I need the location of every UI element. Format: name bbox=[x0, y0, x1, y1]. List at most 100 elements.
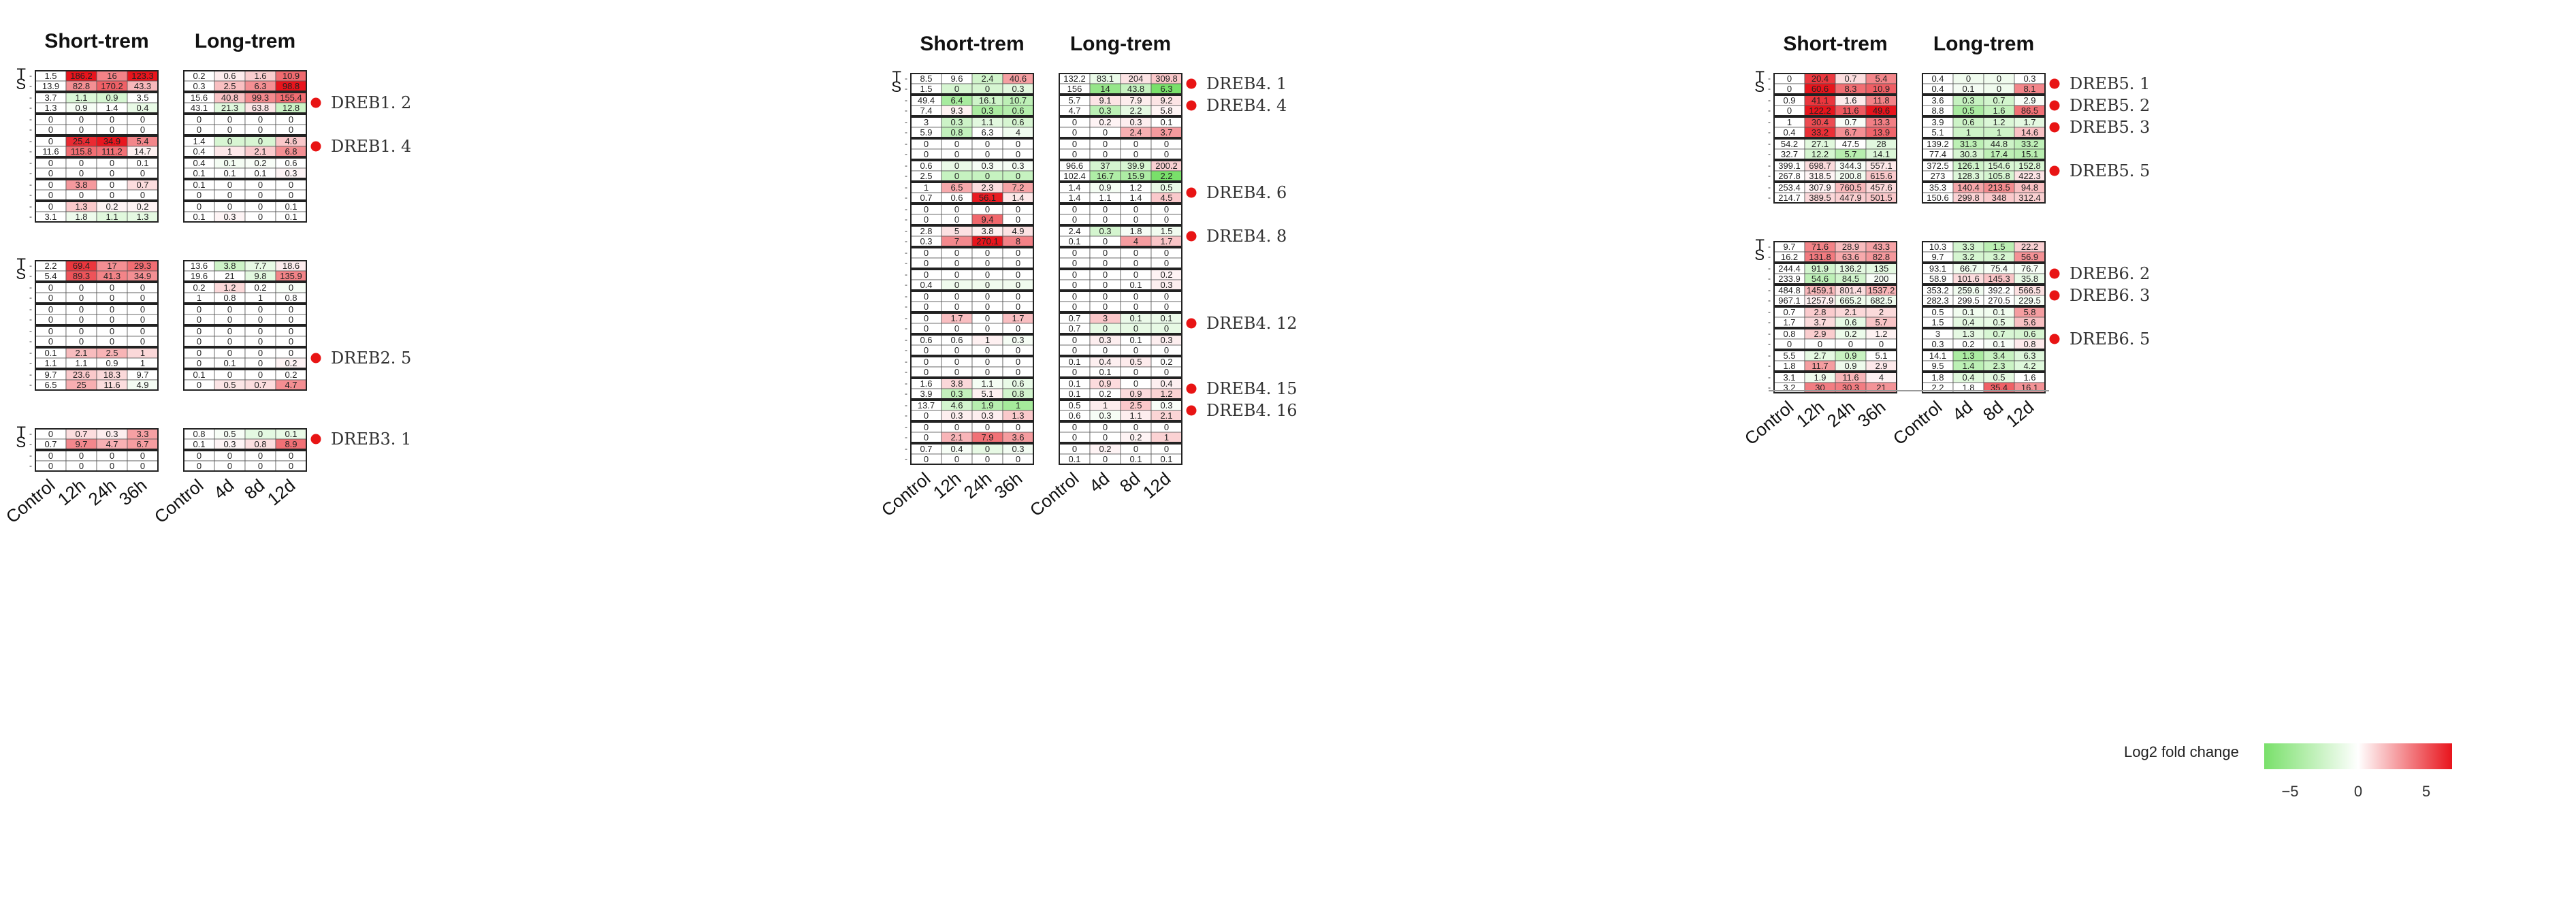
cell-value: 1.1 bbox=[1129, 410, 1142, 421]
row-tick: - bbox=[29, 271, 32, 280]
group-border bbox=[1773, 306, 1897, 328]
cell-value: 801.4 bbox=[1839, 285, 1862, 295]
cell-value: 3.7 bbox=[44, 93, 57, 103]
row-tick: - bbox=[905, 302, 907, 311]
cell-value: 0.4 bbox=[1099, 357, 1111, 367]
cell-value: 1.6 bbox=[1844, 95, 1856, 106]
cell-value: 0 bbox=[289, 348, 293, 358]
cell-value: 4.6 bbox=[285, 136, 297, 146]
cell-value: 43.3 bbox=[134, 81, 151, 91]
cell-value: 1.6 bbox=[1993, 106, 2005, 116]
group-border bbox=[35, 428, 159, 450]
cell-value: 0 bbox=[227, 190, 232, 200]
cell-value: 0 bbox=[1072, 139, 1077, 149]
cell-value: 0 bbox=[79, 282, 84, 293]
cell-value: 0 bbox=[985, 357, 990, 367]
cell-value: 760.5 bbox=[1839, 182, 1862, 193]
row-tick: - bbox=[905, 400, 907, 410]
cell-value: 0 bbox=[1016, 323, 1020, 334]
group-border bbox=[910, 356, 1034, 378]
cell-value: 0 bbox=[1103, 149, 1108, 159]
group-border bbox=[183, 369, 307, 391]
group-border bbox=[910, 269, 1034, 291]
cell-value: 12.8 bbox=[283, 103, 300, 113]
gene-group: -0.7 0.4 0 0.3 0 0.2 0 0- 0 0 0 0 0.1 0 0.1 0.1 bbox=[905, 443, 1182, 465]
cell-value: 123.3 bbox=[131, 71, 154, 81]
cell-value: 0 bbox=[924, 302, 929, 312]
gene-group: -0 0 0 0 0.1 0.4 0.5 0.2- 0 0 0 0 0 0.1 0 0 bbox=[905, 356, 1182, 378]
cell-value: 0 bbox=[985, 367, 990, 377]
row-tick: - bbox=[29, 293, 32, 302]
cell-value: 0 bbox=[985, 139, 990, 149]
cell-value: 0.3 bbox=[950, 389, 963, 399]
row-tick: - bbox=[1768, 339, 1771, 349]
cell-value: 0.8 bbox=[1783, 329, 1795, 339]
cell-value: 0 bbox=[48, 304, 53, 314]
cell-value: 0 bbox=[1133, 258, 1138, 268]
row-tick: - bbox=[29, 212, 32, 221]
gene-group: -0 0 0 0 0 0 0 0- 0 0 0 0 0 0 0 0 bbox=[905, 247, 1182, 269]
gene-group: -0 0 0 0.1 0.4 0.1 0.2 0.6- 0 0 0 0 0.1 0.1 0.1 0.3 bbox=[29, 157, 307, 179]
cell-value: 1.3 bbox=[44, 103, 57, 113]
cell-value: 0 bbox=[110, 114, 114, 125]
cell-value: 0 bbox=[985, 204, 990, 214]
cell-value: 0 bbox=[48, 429, 53, 439]
cell-value: 13.7 bbox=[918, 400, 935, 410]
cell-value: 0 bbox=[289, 326, 293, 336]
cell-value: 2.8 bbox=[920, 226, 932, 236]
cell-value: 0.1 bbox=[285, 429, 297, 439]
cell-value: 82.8 bbox=[73, 81, 90, 91]
group-border bbox=[183, 325, 307, 347]
cell-value: 1 bbox=[258, 293, 263, 303]
gene-group: -0 0 0 0 0 0 0 0- 0 0 9.4 0 0 0 0 0 bbox=[905, 204, 1182, 225]
cell-value: 0 bbox=[1072, 432, 1077, 442]
cell-value: 0 bbox=[1103, 302, 1108, 312]
gene-group: -0.6 0.6 1 0.3 0 0.3 0.1 0.3- 0 0 0 0 0 0 0 0 bbox=[905, 334, 1182, 356]
cell-value: 1 bbox=[924, 182, 929, 193]
cell-value: 0.8 bbox=[1012, 389, 1024, 399]
group-border bbox=[1773, 372, 1897, 393]
row-tick: - bbox=[905, 171, 907, 180]
cell-value: 17.4 bbox=[1991, 149, 2008, 159]
row-tick: - bbox=[1768, 361, 1771, 370]
cell-value: 15.9 bbox=[1127, 171, 1144, 181]
cell-value: 1 bbox=[1103, 400, 1108, 410]
cell-value: 0.5 bbox=[1129, 357, 1142, 367]
cell-value: 0 bbox=[258, 304, 263, 314]
cell-value: 5.1 bbox=[1875, 351, 1887, 361]
row-tick: - bbox=[905, 117, 907, 127]
cell-value: 2 bbox=[1879, 307, 1884, 317]
cell-value: 145.3 bbox=[1988, 274, 2010, 284]
cell-value: 0 bbox=[258, 314, 263, 325]
cell-value: 0.7 bbox=[44, 439, 57, 449]
cell-value: 5.6 bbox=[2023, 317, 2035, 327]
cell-value: 0.4 bbox=[950, 444, 963, 454]
cell-value: 1.4 bbox=[1068, 182, 1080, 193]
cell-value: 0.1 bbox=[1160, 454, 1172, 464]
x-tick-label: 24h bbox=[84, 475, 120, 510]
cell-value: 0 bbox=[258, 358, 263, 368]
cell-value: 0.1 bbox=[285, 212, 297, 222]
cell-value: 3.2 bbox=[1962, 252, 1974, 262]
cell-value: 3 bbox=[1935, 329, 1940, 339]
group-border bbox=[910, 247, 1034, 269]
cell-value: 0 bbox=[1072, 127, 1077, 138]
cell-value: 41.3 bbox=[103, 271, 120, 281]
cell-value: 0 bbox=[954, 171, 959, 181]
cell-value: 0.6 bbox=[920, 335, 932, 345]
cell-value: 5.1 bbox=[981, 389, 993, 399]
cell-value: 0 bbox=[985, 149, 990, 159]
cell-value: 136.2 bbox=[1839, 263, 1862, 274]
cell-value: 1.6 bbox=[920, 378, 932, 389]
group-border bbox=[910, 400, 1034, 421]
row-tick: - bbox=[29, 370, 32, 379]
row-label-t: T bbox=[17, 65, 26, 82]
cell-value: 10.7 bbox=[1010, 95, 1027, 106]
cell-value: 0 bbox=[924, 357, 929, 367]
cell-value: 0 bbox=[1133, 345, 1138, 355]
gene-group: -9.7 23.6 18.3 9.7 0.1 0 0 0.2- 6.5 25 11.6 4.9 0 0.5… bbox=[29, 369, 307, 391]
group-border bbox=[35, 92, 159, 114]
cell-value: 5.4 bbox=[44, 271, 57, 281]
cell-value: 3.8 bbox=[981, 226, 993, 236]
cell-value: 0 bbox=[1016, 291, 1020, 302]
